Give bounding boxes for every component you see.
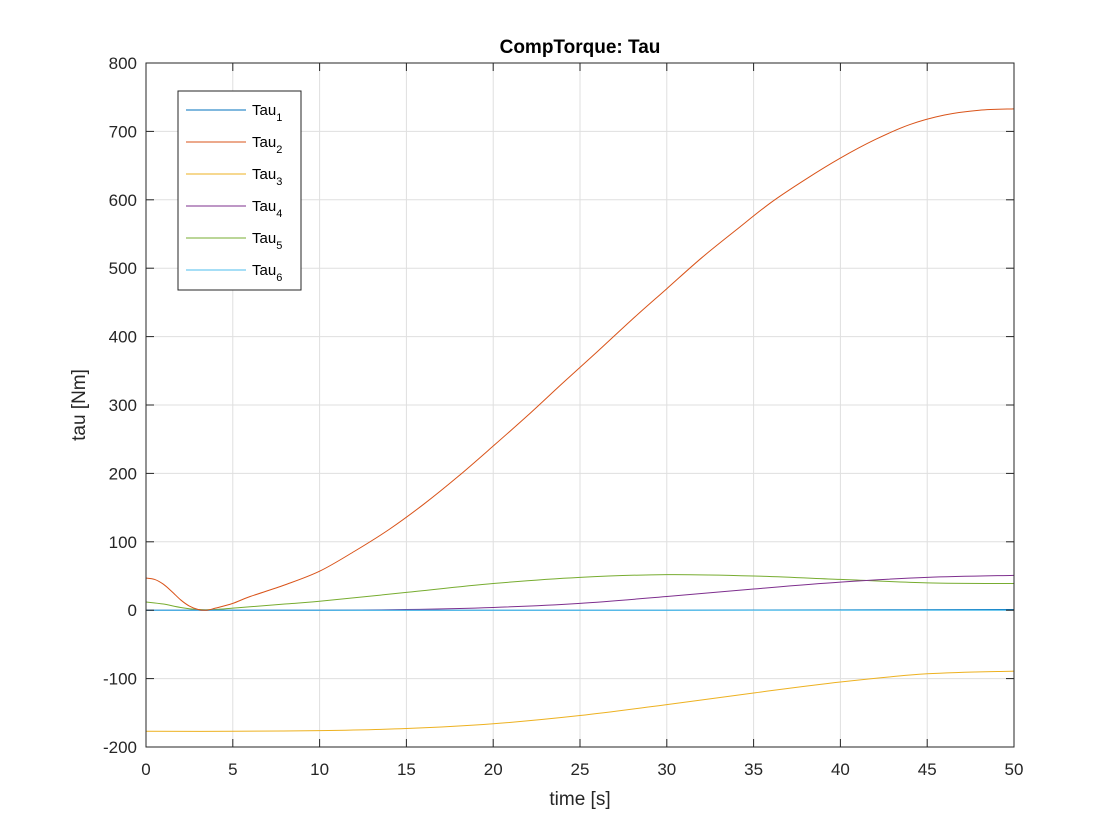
y-tick-label: 100 (109, 533, 137, 552)
y-tick-label: 0 (128, 601, 137, 620)
series-line-3 (145, 670, 1015, 732)
x-tick-label: 35 (744, 760, 763, 779)
legend-label: Tau2 (252, 134, 282, 156)
series-line-2 (145, 108, 1015, 611)
legend-item-5[interactable]: Tau5 (186, 230, 282, 252)
y-tick-label: 700 (109, 122, 137, 141)
y-tick-label: 800 (109, 54, 137, 73)
y-tick-label: 200 (109, 464, 137, 483)
legend-label: Tau1 (252, 102, 282, 124)
y-tick-label: -100 (103, 670, 137, 689)
y-tick-label: 400 (109, 328, 137, 347)
y-tick-label: 500 (109, 259, 137, 278)
x-axis-label: time [s] (549, 789, 610, 810)
y-tick-label: 300 (109, 396, 137, 415)
x-tick-label: 15 (397, 760, 416, 779)
x-tick-label: 25 (571, 760, 590, 779)
legend-label: Tau4 (252, 198, 282, 220)
legend-label: Tau6 (252, 262, 282, 284)
chart-title: CompTorque: Tau (500, 37, 661, 58)
x-tick-label: 10 (310, 760, 329, 779)
x-tick-label: 5 (228, 760, 237, 779)
legend-item-1[interactable]: Tau1 (186, 102, 282, 124)
y-axis-label: tau [Nm] (69, 369, 90, 441)
x-tick-label: 50 (1005, 760, 1024, 779)
legend-label: Tau5 (252, 230, 282, 252)
legend-label: Tau3 (252, 166, 282, 188)
legend-item-2[interactable]: Tau2 (186, 134, 282, 156)
x-tick-label: 20 (484, 760, 503, 779)
x-tick-label: 0 (141, 760, 150, 779)
y-tick-label: -200 (103, 738, 137, 757)
plot-lines (145, 108, 1015, 732)
y-tick-label: 600 (109, 191, 137, 210)
legend-box (177, 90, 302, 291)
legend-item-3[interactable]: Tau3 (186, 166, 282, 188)
x-tick-label: 45 (918, 760, 937, 779)
legend-item-6[interactable]: Tau6 (186, 262, 282, 284)
x-tick-label: 30 (657, 760, 676, 779)
ticks: 0 5 10 15 20 25 30 35 40 45 50 -200 -100 0 100 200 300 40… (103, 54, 1023, 779)
legend[interactable]: Tau1 Tau2 Tau3 Tau4 Tau5 Tau6 (177, 90, 302, 291)
x-tick-label: 40 (831, 760, 850, 779)
legend-item-4[interactable]: Tau4 (186, 198, 282, 220)
